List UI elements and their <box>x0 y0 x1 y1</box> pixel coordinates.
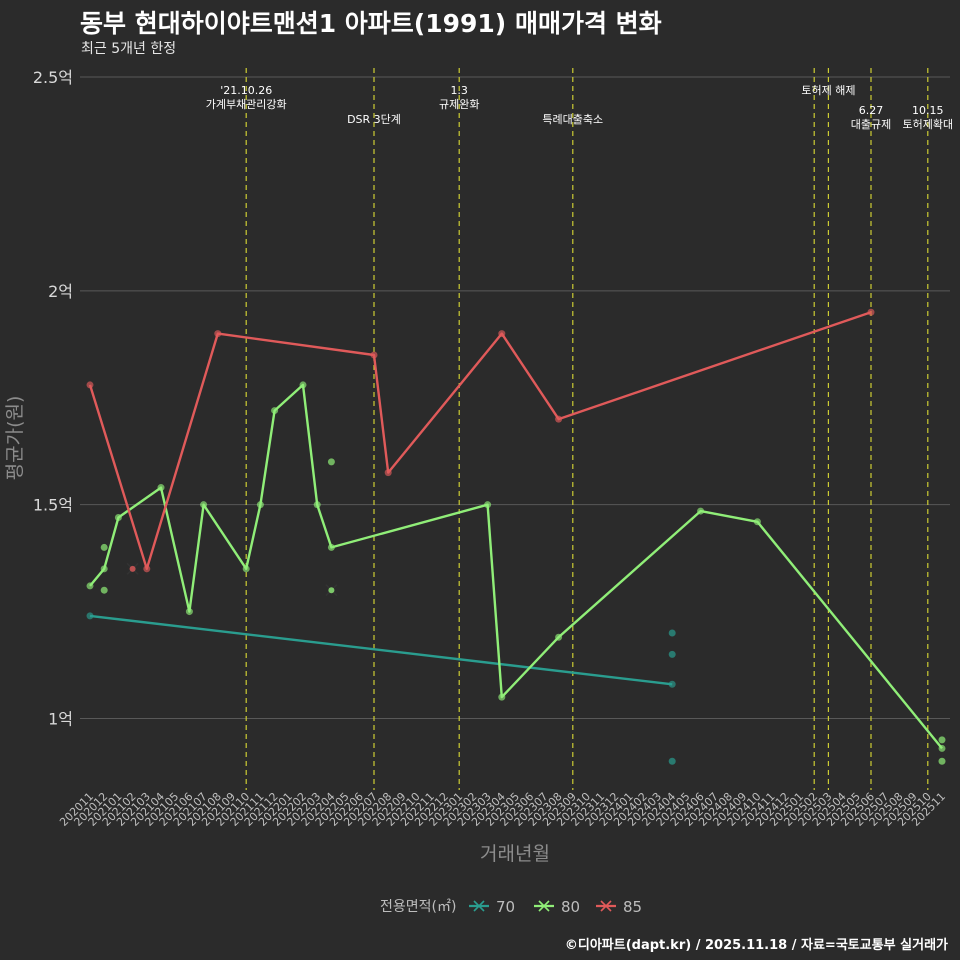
data-point-80 <box>938 744 946 752</box>
legend: 전용면적(㎡) 70 80 85 <box>380 898 642 916</box>
data-point-80 <box>498 693 506 701</box>
data-point-80 <box>327 543 335 551</box>
data-point-85 <box>370 351 378 359</box>
y-tick-label: 2.5억 <box>33 68 73 87</box>
legend-item-85: 85 <box>596 898 642 916</box>
event-label: 규제완화 <box>439 98 479 111</box>
data-point-85 <box>555 415 563 423</box>
series-line-85 <box>88 311 872 570</box>
y-tick-label: 1.5억 <box>33 496 73 515</box>
data-point-85 <box>86 381 94 389</box>
y-axis-ticks: 1억 1.5억 2억 2.5억 <box>33 68 73 729</box>
data-point-85 <box>867 308 875 316</box>
data-point-80 <box>256 501 264 509</box>
data-point-80 <box>185 608 193 616</box>
data-point-85 <box>143 565 151 573</box>
legend-key-cross <box>600 900 612 912</box>
legend-key-cross <box>473 900 485 912</box>
event-label: 토허제확대 <box>902 118 953 131</box>
legend-label: 80 <box>561 898 580 916</box>
event-label: DSR 3단계 <box>347 113 401 126</box>
cross-point <box>129 565 136 572</box>
data-point-85 <box>384 469 392 477</box>
x-axis-title: 거래년월 <box>480 843 550 865</box>
event-label: 대출규제 <box>851 118 891 131</box>
data-point-80 <box>86 582 94 590</box>
data-point-80 <box>271 407 279 415</box>
legend-title: 전용면적(㎡) <box>380 899 456 915</box>
scatter-point-80 <box>100 543 108 551</box>
scatter-point-70 <box>668 650 676 658</box>
data-point-80 <box>753 518 761 526</box>
data-point-80 <box>484 501 492 509</box>
data-point-80 <box>114 513 122 521</box>
cross-marker-85 <box>126 562 139 575</box>
event-label: 토허제 해제 <box>801 83 855 97</box>
data-point-85 <box>214 330 222 338</box>
data-point-85 <box>498 330 506 338</box>
cross-marker-80 <box>325 584 338 597</box>
y-axis-title: 평균가(원) <box>4 396 26 481</box>
event-label: 10.15 <box>912 104 944 117</box>
legend-label: 70 <box>496 898 515 916</box>
y-tick-label: 2억 <box>48 282 73 301</box>
data-point-70 <box>668 680 676 688</box>
scatter-point-70 <box>668 629 676 637</box>
y-tick-label: 1억 <box>48 710 73 729</box>
event-label: '21.10.26 <box>220 84 272 97</box>
legend-item-70: 70 <box>469 898 515 916</box>
series-line-80 <box>89 383 943 750</box>
series-lines <box>88 311 943 750</box>
chart-title: 동부 현대하이야트맨션1 아파트(1991) 매매가격 변화 <box>80 9 662 38</box>
source-caption: ©디아파트(dapt.kr) / 2025.11.18 / 자료=국토교통부 실… <box>564 938 948 953</box>
event-label: 1.3 <box>450 84 468 97</box>
data-point-80 <box>157 484 165 492</box>
scatter-point-80 <box>100 586 108 594</box>
scatter-point-80 <box>327 458 335 466</box>
data-point-80 <box>697 507 705 515</box>
event-label: 특례대출축소 <box>542 113 603 126</box>
scatter-point-80 <box>938 757 946 765</box>
legend-item-80: 80 <box>534 898 580 916</box>
event-label: 6.27 <box>859 104 884 117</box>
legend-label: 85 <box>623 898 642 916</box>
legend-key-cross <box>538 900 550 912</box>
scatter-point-80 <box>938 736 946 744</box>
data-point-80 <box>200 501 208 509</box>
data-point-80 <box>242 565 250 573</box>
cross-point <box>328 587 335 594</box>
data-point-80 <box>555 633 563 641</box>
data-point-80 <box>299 381 307 389</box>
data-points <box>86 308 946 765</box>
data-point-70 <box>86 612 94 620</box>
event-label: 가계부채관리강화 <box>206 98 287 111</box>
scatter-point-70 <box>668 757 676 765</box>
data-point-80 <box>313 501 321 509</box>
data-point-80 <box>100 565 108 573</box>
series-line-70 <box>89 614 673 686</box>
chart-subtitle: 최근 5개년 한정 <box>81 41 177 57</box>
grid-lines <box>80 76 950 719</box>
x-axis-ticks: 2020112020122021012021022021032021042021… <box>57 790 948 829</box>
